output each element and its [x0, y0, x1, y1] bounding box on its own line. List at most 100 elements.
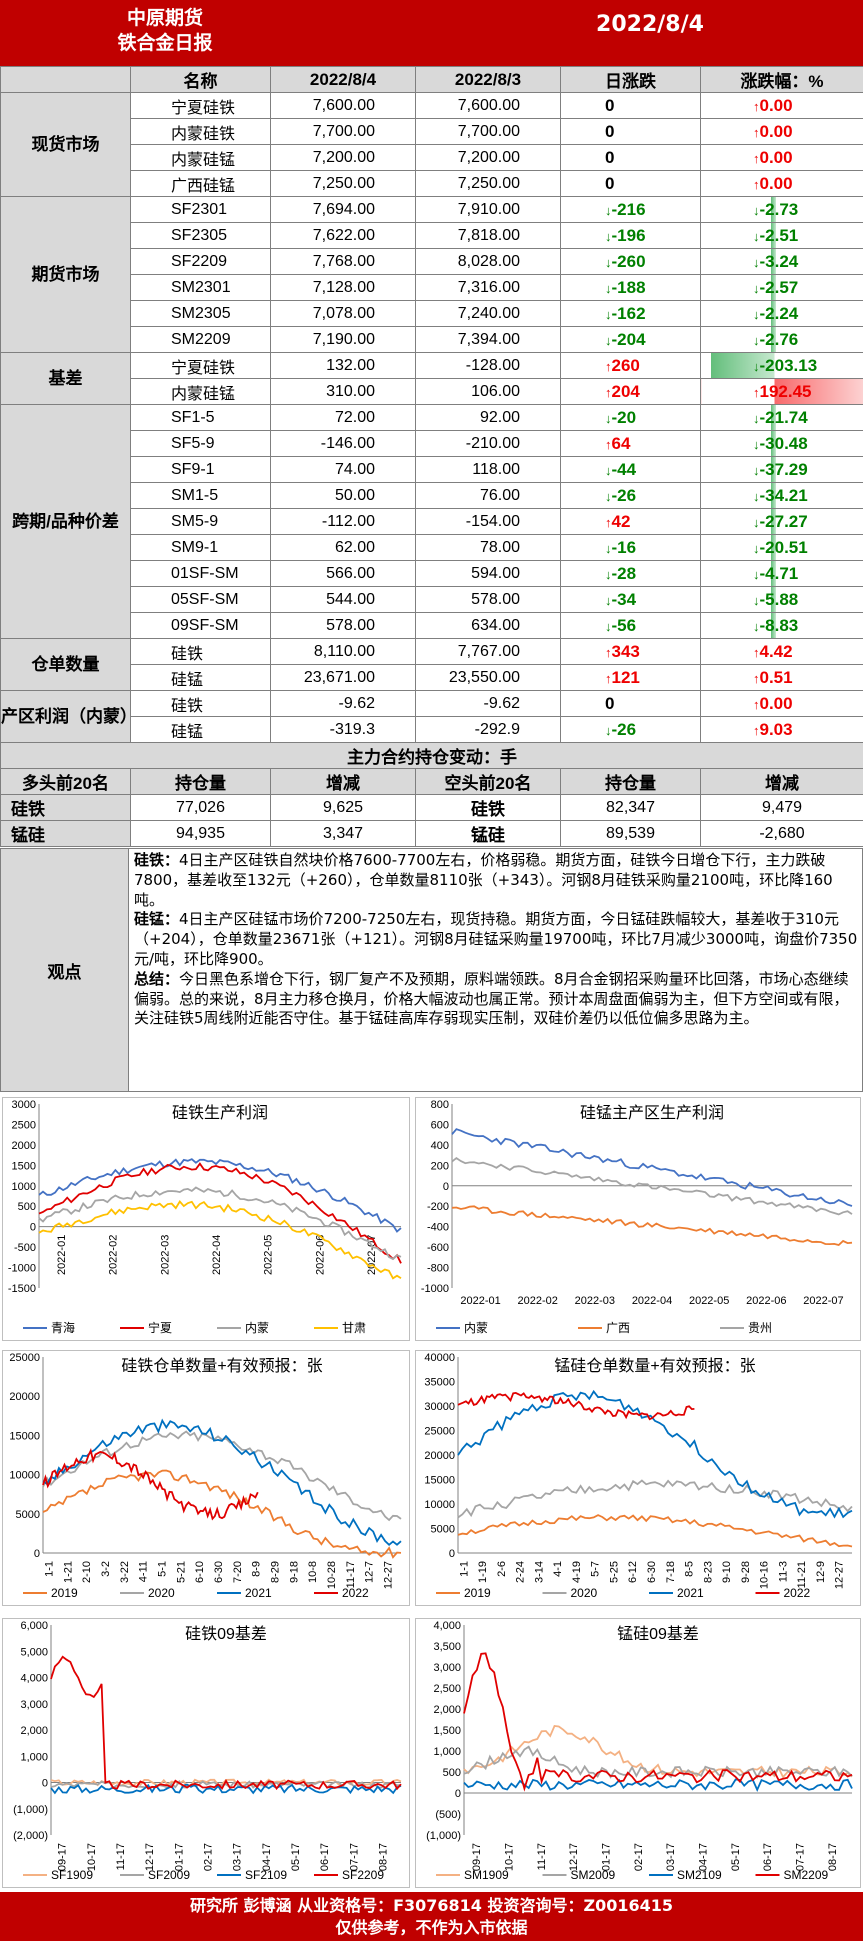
value-today: 7,700.00: [270, 118, 416, 145]
daily-change: 0: [560, 170, 701, 197]
change-pct: ↓-3.24: [700, 248, 863, 275]
arrow-down-icon: ↓: [753, 358, 760, 374]
col-pct: 涨跌幅：%: [700, 66, 863, 93]
value-prev: 106.00: [415, 378, 561, 405]
value-today: 7,694.00: [270, 196, 416, 223]
y-tick-label: (2,000): [13, 1830, 48, 1842]
x-tick-label: 2-6: [496, 1561, 508, 1577]
value: -8.83: [759, 615, 799, 635]
pos-h3: 空头前20名: [415, 768, 561, 795]
daily-change: ↓-34: [560, 586, 701, 613]
c2-svg: 硅锰主产区生产利润 800 600 400 200 0 -200 -400 -600 -800 -1…: [421, 1099, 853, 1335]
arrow-up-icon: ↑: [605, 670, 612, 686]
position-title: 主力合约持仓变动：手: [0, 742, 863, 769]
y-tick-label: 5000: [16, 1509, 40, 1521]
x-tick-label: 05-17: [730, 1843, 742, 1871]
table-row: 广西硅锰 7,250.00 7,250.00 0 ↑0.00: [1, 170, 863, 197]
table-row: 现货市场 宁夏硅铁 7,600.00 7,600.00 0 ↑0.00: [0, 92, 863, 197]
arrow-down-icon: ↓: [753, 462, 760, 478]
y-tick-label: 2,000: [20, 1725, 48, 1737]
table-row: 跨期/品种价差 SF1-5 72.00 92.00 ↓-20 ↓-21.74: [0, 404, 863, 639]
arrow-down-icon: ↓: [753, 436, 760, 452]
arrow-down-icon: ↓: [605, 410, 612, 426]
y-tick-label: 10000: [9, 1470, 40, 1482]
value: -56: [611, 615, 637, 635]
arrow-down-icon: ↓: [605, 540, 612, 556]
x-tick-label: 08-17: [377, 1843, 389, 1871]
row-name: 宁夏硅铁: [130, 92, 271, 119]
value-today: 7,078.00: [270, 300, 416, 327]
table-row: 01SF-SM 566.00 594.00 ↓-28 ↓-4.71: [1, 560, 863, 587]
y-tick-label: -500: [14, 1242, 36, 1254]
x-tick-label: 02-17: [202, 1843, 214, 1871]
y-tick-label: 1000: [12, 1181, 36, 1193]
c6-svg: 锰硅09基差 4,000 3,500 3,000 2,500 2,000 1,500 1,00…: [426, 1620, 853, 1882]
arrow-up-icon: ↑: [753, 696, 760, 712]
value-prev: 7,600.00: [415, 92, 561, 119]
x-tick-label: 1-21: [62, 1561, 74, 1583]
value-today: 132.00: [270, 352, 416, 379]
value: 192.45: [759, 381, 812, 401]
value-today: 310.00: [270, 378, 416, 405]
x-tick-label: 2022-07: [803, 1295, 843, 1307]
arrow-down-icon: ↓: [753, 592, 760, 608]
viewpoint-silicomanganese: 硅锰：4日主产区硅锰市场价7200-7250左右，现货持稳。期货方面，今日锰硅跌…: [134, 910, 860, 969]
value: -2.57: [759, 277, 799, 297]
change-pct: ↓-2.73: [700, 196, 863, 223]
change-pct: ↑0.00: [700, 690, 863, 717]
value: -20: [611, 407, 637, 427]
row-name: SF5-9: [130, 430, 271, 457]
arrow-down-icon: ↓: [753, 254, 760, 270]
y-tick-label: 35000: [424, 1377, 455, 1389]
para-body: 4日主产区硅锰市场价7200-7250左右，现货持稳。期货方面，今日锰硅跌幅较大…: [134, 910, 858, 968]
row-name: 硅铁: [130, 690, 271, 717]
report-header: 中原期货 铁合金日报 2022/8/4: [0, 0, 863, 66]
viewpoint-label: 观点: [1, 849, 129, 1091]
table-row: SF5-9 -146.00 -210.00 ↑64 ↓-30.48: [1, 430, 863, 457]
y-tick-label: 200: [431, 1160, 449, 1172]
arrow-down-icon: ↓: [605, 228, 612, 244]
chart-title: 硅铁生产利润: [172, 1104, 268, 1122]
arrow-up-icon: ↑: [605, 436, 612, 452]
value: 0: [605, 693, 615, 713]
arrow-up-icon: ↑: [605, 514, 612, 530]
chart-ferrosilicon-profit: 硅铁生产利润 3000 2500 2000 1500 1000 500 0 -500 -1000 -…: [2, 1097, 410, 1341]
legend-label: SM2009: [571, 1868, 616, 1882]
company-title: 中原期货 铁合金日报: [0, 6, 330, 56]
legend-label: SF2009: [148, 1868, 190, 1882]
para-head: 硅锰：: [134, 910, 180, 929]
x-tick-label: 2022-03: [159, 1235, 171, 1275]
value: 0: [605, 121, 615, 141]
y-tick-label: -400: [427, 1222, 449, 1234]
value-prev: -128.00: [415, 352, 561, 379]
x-tick-label: 2022-01: [56, 1235, 68, 1275]
change-pct: ↓-27.27: [700, 508, 863, 535]
table-row: 仓单数量 硅铁 8,110.00 7,767.00 ↑343 ↑4.42: [0, 638, 863, 691]
table-row: 硅锰 -319.3 -292.9 ↓-26 ↑9.03: [1, 716, 863, 743]
change-pct: ↓-5.88: [700, 586, 863, 613]
value: 9.03: [759, 719, 793, 739]
x-tick-label: 5-7: [590, 1561, 602, 1577]
x-tick-label: 6-10: [194, 1561, 206, 1583]
daily-change: ↑42: [560, 508, 701, 535]
legend-label: 甘肃: [342, 1321, 366, 1335]
y-tick-label: 15000: [9, 1430, 40, 1442]
y-tick-label: 0: [42, 1778, 48, 1790]
pos-short-name: 硅铁: [415, 794, 561, 821]
y-tick-label: 0: [455, 1788, 461, 1800]
daily-change: ↓-16: [560, 534, 701, 561]
series-line: [42, 1469, 402, 1559]
x-tick-label: 2022-02: [108, 1235, 120, 1275]
series-line: [38, 1162, 402, 1264]
value-prev: 23,550.00: [415, 664, 561, 691]
value-today: 7,250.00: [270, 170, 416, 197]
x-tick-label: 10-17: [86, 1843, 98, 1871]
x-tick-label: 8-29: [270, 1561, 282, 1583]
series-line: [42, 1430, 402, 1522]
table-header-row: 名称 2022/8/4 2022/8/3 日涨跌 涨跌幅：%: [0, 66, 863, 93]
value-prev: 7,394.00: [415, 326, 561, 353]
table-row: 锰硅 94,935 3,347 锰硅 89,539 -2,680: [0, 820, 863, 847]
series-line: [38, 1186, 402, 1261]
y-tick-label: 2500: [12, 1119, 36, 1131]
c4-svg: 锰硅仓单数量+有效预报：张 40000 35000 30000 25000 20000 15…: [424, 1352, 853, 1600]
